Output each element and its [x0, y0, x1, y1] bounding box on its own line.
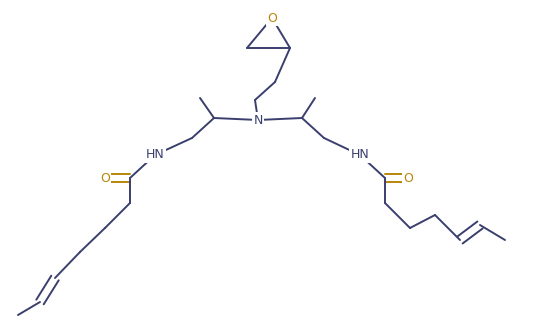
- Text: HN: HN: [146, 148, 165, 162]
- Text: O: O: [267, 11, 277, 25]
- Text: HN: HN: [350, 148, 370, 162]
- Text: O: O: [100, 171, 110, 184]
- Text: O: O: [403, 171, 413, 184]
- Text: N: N: [253, 113, 263, 127]
